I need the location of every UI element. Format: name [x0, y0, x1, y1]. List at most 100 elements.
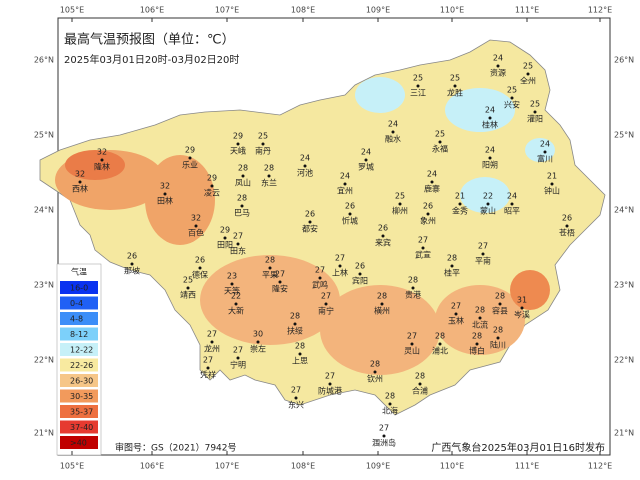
city-name: 阳朔	[482, 160, 498, 170]
city-temp: 28	[495, 292, 505, 301]
region	[39, 39, 606, 416]
lon-label: 106°E	[140, 462, 164, 471]
city-temp: 27	[207, 330, 217, 339]
city-dot	[438, 140, 442, 144]
legend-swatch	[60, 374, 98, 387]
city-dot	[348, 212, 352, 216]
city-name: 上思	[292, 357, 308, 366]
city-dot	[328, 382, 332, 386]
lat-label: 24°N	[614, 206, 634, 215]
city-name: 昭平	[504, 207, 520, 216]
city-temp: 28	[435, 332, 445, 341]
city-temp: 25	[523, 62, 533, 71]
city-dot	[194, 224, 198, 228]
warm-zone	[65, 150, 125, 180]
legend-label: 35-37	[70, 408, 93, 417]
legend-swatch	[60, 281, 98, 294]
legend-title: 气温	[71, 267, 87, 277]
city-temp: 28	[295, 342, 305, 351]
legend-label: 12-22	[70, 346, 93, 355]
cool-zone	[525, 138, 555, 162]
city-temp: 24	[427, 170, 437, 179]
city-name: 博白	[469, 346, 485, 356]
legend-label: 26-30	[70, 377, 93, 386]
city-dot	[426, 212, 430, 216]
city-dot	[236, 242, 240, 246]
city-name: 南丹	[255, 146, 271, 156]
city-dot	[543, 150, 547, 154]
city-dot	[391, 130, 395, 134]
city-name: 百色	[188, 228, 204, 238]
city-dot	[411, 286, 415, 290]
legend-swatch	[60, 436, 98, 449]
city-temp: 26	[305, 210, 315, 219]
city-temp: 24	[361, 148, 371, 157]
city-name: 大新	[228, 306, 244, 316]
lat-label: 22°N	[614, 356, 634, 365]
city-dot	[223, 236, 227, 240]
city-dot	[236, 356, 240, 360]
lon-label: 106°E	[140, 6, 164, 15]
city-name: 南宁	[318, 306, 334, 316]
city-temp: 28	[447, 254, 457, 263]
city-name: 凤山	[235, 178, 251, 188]
lon-label: 111°E	[515, 6, 539, 15]
city-dot	[488, 156, 492, 160]
city-temp: 26	[423, 202, 433, 211]
city-temp: 23	[227, 272, 237, 281]
city-temp: 32	[160, 182, 170, 191]
city-dot	[261, 142, 265, 146]
city-name: 天等	[224, 286, 240, 296]
city-name: 北流	[472, 320, 488, 330]
city-name: 平果	[262, 271, 278, 280]
cool-zone	[460, 177, 510, 213]
city-name: 凌云	[204, 188, 220, 198]
city-temp: 26	[562, 214, 572, 223]
legend-swatch	[60, 327, 98, 341]
city-temp: 24	[300, 154, 310, 163]
city-dot	[520, 306, 524, 310]
city-name: 三江	[410, 89, 426, 98]
city-name: 凭祥	[200, 370, 216, 380]
city-temp: 28	[265, 256, 275, 265]
city-temp: 26	[378, 224, 388, 233]
legend-label: >40	[70, 439, 87, 448]
city-temp: 28	[370, 360, 380, 369]
city-name: 北海	[382, 406, 398, 416]
city-dot	[308, 220, 312, 224]
legend-label: 37-40	[70, 423, 93, 432]
lon-label: 111°E	[515, 462, 539, 471]
city-name: 宾阳	[352, 276, 368, 286]
city-name: 贵港	[405, 290, 421, 300]
city-dot	[498, 302, 502, 306]
city-name: 武宣	[415, 250, 431, 260]
city-name: 灵山	[404, 346, 420, 356]
legend-swatch	[60, 358, 98, 372]
city-name: 扶绥	[287, 326, 303, 336]
city-dot	[364, 158, 368, 162]
city-name: 防城港	[318, 386, 342, 396]
city-name: 龙胜	[447, 88, 463, 98]
lon-label: 108°E	[291, 462, 315, 471]
city-dot	[298, 352, 302, 356]
legend-label: 30-35	[70, 392, 93, 401]
city-dot	[478, 316, 482, 320]
city-temp: 28	[264, 164, 274, 173]
city-temp: 29	[220, 226, 230, 235]
lat-label: 21°N	[614, 429, 634, 438]
lat-label: 26°N	[614, 56, 634, 65]
city-dot	[380, 302, 384, 306]
city-name: 西林	[72, 184, 88, 194]
city-name: 宁明	[230, 360, 246, 370]
legend-label: 8-12	[70, 330, 88, 339]
city-dot	[206, 366, 210, 370]
city-dot	[278, 280, 282, 284]
warm-zone	[510, 270, 550, 310]
city-temp: 32	[191, 214, 201, 223]
city-temp: 24	[540, 140, 550, 149]
city-temp: 24	[485, 106, 495, 115]
lon-label: 105°E	[60, 462, 84, 471]
city-name: 宜州	[337, 186, 353, 196]
city-dot	[410, 342, 414, 346]
warm-zone	[320, 285, 440, 375]
